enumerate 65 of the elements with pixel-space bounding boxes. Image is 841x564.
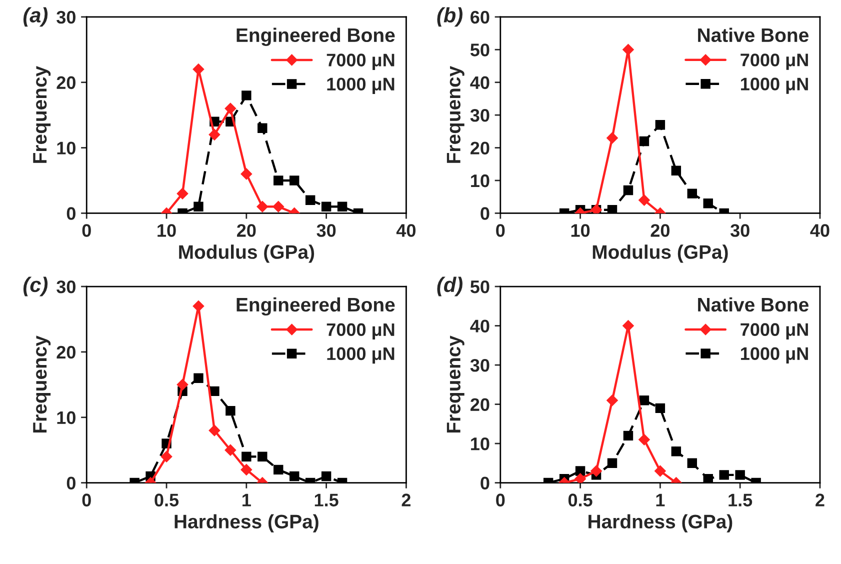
y-axis-title: Frequency bbox=[446, 336, 464, 433]
y-tick-label: 30 bbox=[470, 108, 490, 122]
text: (d) bbox=[437, 276, 462, 296]
x-tick-label: 40 bbox=[396, 224, 416, 237]
y-tick-label: 20 bbox=[470, 398, 490, 411]
text: (c) bbox=[23, 276, 48, 296]
legend-label: 7000 μN bbox=[740, 54, 808, 70]
y-axis-title: Frequency bbox=[33, 336, 51, 433]
y-tick-label: 10 bbox=[471, 174, 490, 188]
x-tick-label: 0 bbox=[82, 224, 91, 237]
x-tick-label: 10 bbox=[158, 224, 176, 237]
x-axis-title: Modulus (GPa) bbox=[592, 244, 728, 263]
y-tick-label: 30 bbox=[56, 280, 76, 294]
y-tick-label: 20 bbox=[56, 76, 76, 90]
x-axis-title: Modulus (GPa) bbox=[179, 244, 314, 263]
y-tick-label: 20 bbox=[56, 346, 76, 359]
y-tick-label: 0 bbox=[480, 476, 490, 490]
x-tick-label: 1.5 bbox=[728, 494, 752, 506]
y-axis-title: Frequency bbox=[446, 66, 464, 163]
legend-label: 7000 μN bbox=[326, 323, 394, 340]
x-tick-label: 40 bbox=[810, 224, 830, 237]
y-tick-label: 10 bbox=[471, 437, 490, 450]
x-tick-label: 0.5 bbox=[154, 494, 179, 506]
x-tick-label: 30 bbox=[730, 224, 750, 237]
legend-label: 7000 μN bbox=[740, 323, 808, 340]
x-axis-title: Hardness (GPa) bbox=[174, 514, 318, 532]
x-axis-title: Hardness (GPa) bbox=[588, 514, 732, 532]
x-tick-label: 0 bbox=[82, 494, 91, 506]
text: (b) bbox=[437, 7, 462, 27]
x-tick-label: 1.5 bbox=[314, 494, 338, 506]
y-axis-title: Frequency bbox=[33, 66, 51, 163]
y-tick-label: 50 bbox=[470, 44, 490, 56]
legend-title: Engineered Bone bbox=[236, 28, 395, 46]
x-tick-label: 0.5 bbox=[568, 494, 592, 506]
x-tick-label: 2 bbox=[816, 494, 824, 506]
x-tick-label: 20 bbox=[237, 224, 256, 237]
legend-title: Native Bone bbox=[698, 297, 808, 312]
x-tick-label: 30 bbox=[316, 224, 336, 237]
text: (a) bbox=[23, 7, 48, 27]
y-tick-label: 10 bbox=[57, 411, 76, 424]
y-tick-label: 40 bbox=[470, 76, 490, 90]
legend-label: 1000 μN bbox=[741, 347, 808, 364]
y-tick-label: 60 bbox=[470, 10, 490, 24]
y-tick-label: 0 bbox=[480, 207, 490, 220]
y-tick-label: 0 bbox=[66, 476, 76, 490]
x-tick-label: 0 bbox=[496, 224, 505, 237]
y-tick-label: 30 bbox=[56, 10, 76, 24]
y-tick-label: 40 bbox=[470, 320, 490, 332]
x-tick-label: 0 bbox=[496, 494, 505, 506]
legend-title: Engineered Bone bbox=[236, 297, 395, 316]
legend-label: 1000 μN bbox=[741, 78, 808, 94]
legend-label: 1000 μN bbox=[327, 347, 394, 364]
y-tick-label: 50 bbox=[470, 280, 490, 294]
y-tick-label: 0 bbox=[66, 207, 76, 220]
x-tick-label: 10 bbox=[571, 224, 590, 237]
y-tick-label: 10 bbox=[57, 142, 76, 154]
y-tick-label: 30 bbox=[470, 358, 490, 372]
legend-label: 1000 μN bbox=[327, 78, 394, 94]
legend-label: 7000 μN bbox=[326, 54, 394, 70]
legend-title: Native Bone bbox=[698, 28, 808, 42]
x-tick-label: 1 bbox=[656, 494, 665, 506]
x-tick-label: 2 bbox=[402, 494, 410, 506]
y-tick-label: 20 bbox=[470, 142, 490, 154]
x-tick-label: 20 bbox=[650, 224, 670, 237]
x-tick-label: 1 bbox=[242, 494, 251, 506]
